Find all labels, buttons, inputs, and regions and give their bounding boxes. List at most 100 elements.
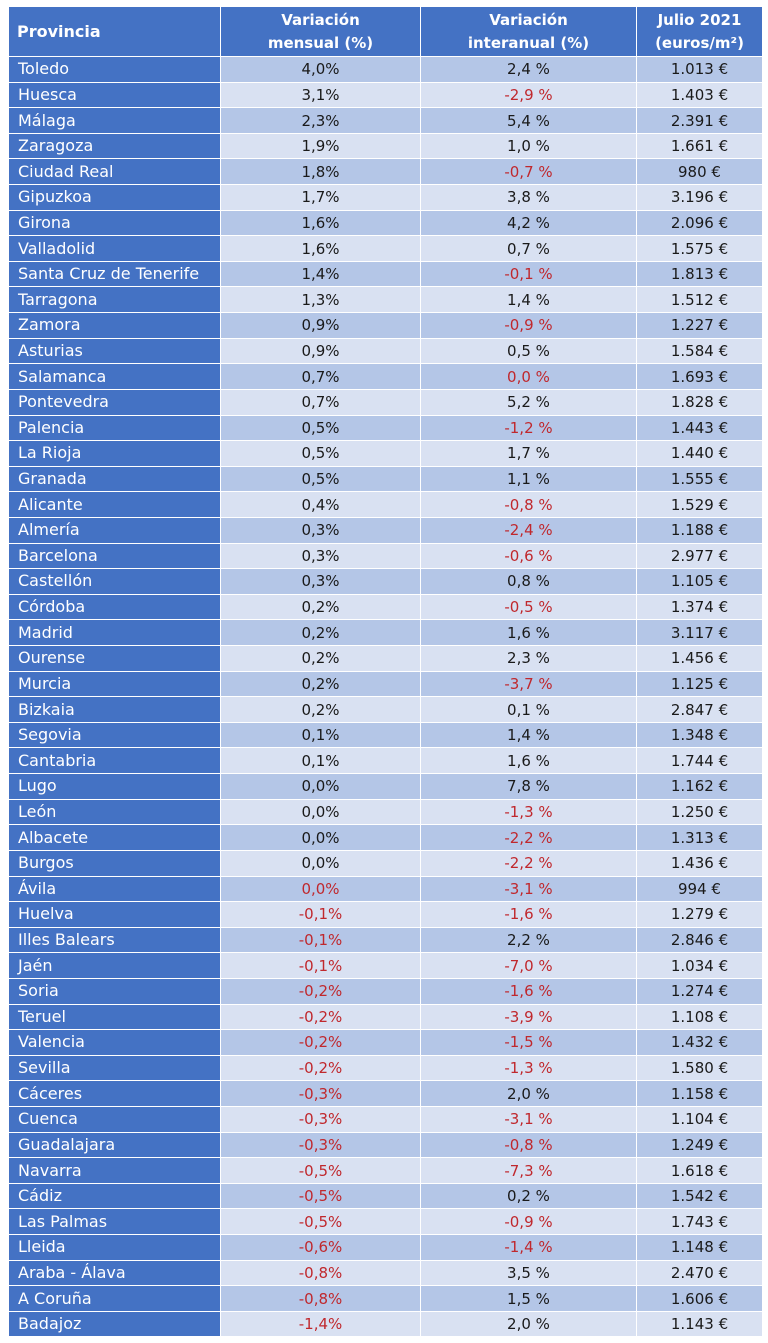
cell-precio: 1.013 € [636, 56, 763, 83]
cell-variacion-mensual: 3,1% [220, 81, 421, 109]
cell-variacion-interanual: 1,4 % [420, 286, 637, 314]
table-row: Jaén -0,1% -7,0 % 1.034 € [8, 952, 763, 979]
cell-provincia: Burgos [8, 849, 221, 877]
cell-provincia: Pontevedra [8, 388, 221, 416]
cell-variacion-interanual: -2,2 % [420, 849, 637, 877]
cell-provincia: Salamanca [8, 363, 221, 390]
cell-precio: 1.432 € [636, 1029, 763, 1056]
table-row: Málaga 2,3% 5,4 % 2.391 € [8, 107, 763, 134]
cell-precio: 1.162 € [636, 773, 763, 800]
cell-variacion-interanual: 0,0 % [420, 363, 637, 390]
cell-precio: 1.249 € [636, 1131, 763, 1159]
cell-precio: 1.143 € [636, 1310, 763, 1338]
cell-variacion-interanual: 0,1 % [420, 696, 637, 723]
cell-variacion-interanual: -3,7 % [420, 670, 637, 698]
cell-variacion-mensual: 0,5% [220, 465, 421, 493]
table-row: Girona 1,6% 4,2 % 2.096 € [8, 209, 763, 237]
cell-precio: 1.250 € [636, 798, 763, 826]
cell-variacion-interanual: -2,4 % [420, 516, 637, 544]
cell-provincia: Jaén [8, 952, 221, 979]
cell-precio: 1.580 € [636, 1054, 763, 1082]
table-row: Tarragona 1,3% 1,4 % 1.512 € [8, 286, 763, 314]
cell-precio: 2.846 € [636, 926, 763, 954]
table-row: Huesca 3,1% -2,9 % 1.403 € [8, 81, 763, 109]
table-row: Cádiz -0,5% 0,2 % 1.542 € [8, 1182, 763, 1210]
cell-variacion-mensual: -0,2% [220, 1029, 421, 1056]
cell-precio: 2.977 € [636, 542, 763, 570]
cell-variacion-mensual: 0,7% [220, 363, 421, 390]
cell-variacion-mensual: -0,5% [220, 1208, 421, 1236]
cell-precio: 1.403 € [636, 81, 763, 109]
cell-provincia: Albacete [8, 824, 221, 851]
cell-provincia: Soria [8, 977, 221, 1005]
cell-variacion-mensual: -1,4% [220, 1310, 421, 1338]
cell-variacion-mensual: -0,2% [220, 977, 421, 1005]
header-row: Provincia Variación mensual (%) Variació… [8, 6, 763, 57]
cell-variacion-mensual: 0,0% [220, 875, 421, 903]
cell-provincia: Badajoz [8, 1310, 221, 1338]
cell-precio: 994 € [636, 875, 763, 903]
cell-precio: 3.196 € [636, 184, 763, 211]
cell-variacion-mensual: 0,2% [220, 619, 421, 647]
table-row: Las Palmas -0,5% -0,9 % 1.743 € [8, 1208, 763, 1236]
cell-variacion-interanual: -0,7 % [420, 158, 637, 186]
cell-variacion-mensual: 0,2% [220, 593, 421, 621]
cell-variacion-interanual: 2,4 % [420, 56, 637, 83]
cell-variacion-interanual: -1,3 % [420, 1054, 637, 1082]
cell-provincia: Ciudad Real [8, 158, 221, 186]
cell-provincia: Bizkaia [8, 696, 221, 723]
cell-precio: 1.374 € [636, 593, 763, 621]
table-row: Toledo 4,0% 2,4 % 1.013 € [8, 56, 763, 83]
cell-variacion-mensual: -0,6% [220, 1234, 421, 1261]
cell-variacion-interanual: 2,0 % [420, 1080, 637, 1107]
cell-variacion-mensual: 0,5% [220, 440, 421, 467]
cell-variacion-interanual: 7,8 % [420, 773, 637, 800]
header-variacion-mensual: Variación mensual (%) [220, 6, 421, 57]
cell-variacion-mensual: 1,6% [220, 235, 421, 262]
cell-variacion-interanual: 1,6 % [420, 619, 637, 647]
cell-variacion-interanual: -1,6 % [420, 901, 637, 928]
cell-variacion-interanual: -2,9 % [420, 81, 637, 109]
cell-variacion-mensual: -0,8% [220, 1285, 421, 1312]
cell-variacion-mensual: 0,1% [220, 747, 421, 775]
cell-variacion-mensual: 0,0% [220, 773, 421, 800]
cell-variacion-mensual: 0,0% [220, 849, 421, 877]
cell-precio: 1.828 € [636, 388, 763, 416]
table-row: Navarra -0,5% -7,3 % 1.618 € [8, 1157, 763, 1184]
header-mensual-line2: mensual (%) [267, 33, 374, 52]
cell-provincia: Córdoba [8, 593, 221, 621]
cell-variacion-mensual: 0,9% [220, 312, 421, 339]
cell-variacion-mensual: 0,0% [220, 824, 421, 851]
cell-provincia: Teruel [8, 1003, 221, 1031]
cell-variacion-mensual: -0,1% [220, 952, 421, 979]
cell-variacion-interanual: 0,7 % [420, 235, 637, 262]
cell-provincia: Toledo [8, 56, 221, 83]
table-row: Zaragoza 1,9% 1,0 % 1.661 € [8, 132, 763, 160]
cell-precio: 1.313 € [636, 824, 763, 851]
cell-precio: 1.148 € [636, 1234, 763, 1261]
cell-precio: 980 € [636, 158, 763, 186]
cell-provincia: Ourense [8, 645, 221, 672]
cell-variacion-mensual: 0,0% [220, 798, 421, 826]
cell-provincia: León [8, 798, 221, 826]
cell-precio: 1.512 € [636, 286, 763, 314]
cell-variacion-interanual: 1,4 % [420, 721, 637, 749]
table-row: Cáceres -0,3% 2,0 % 1.158 € [8, 1080, 763, 1107]
table-row: Sevilla -0,2% -1,3 % 1.580 € [8, 1054, 763, 1082]
header-precio-line2: (euros/m²) [655, 33, 744, 52]
header-interanual-line1: Variación [489, 10, 568, 29]
cell-precio: 1.440 € [636, 440, 763, 467]
table-row: Almería 0,3% -2,4 % 1.188 € [8, 516, 763, 544]
cell-variacion-mensual: 1,8% [220, 158, 421, 186]
cell-variacion-interanual: 1,6 % [420, 747, 637, 775]
table-row: Granada 0,5% 1,1 % 1.555 € [8, 465, 763, 493]
cell-precio: 2.096 € [636, 209, 763, 237]
cell-variacion-interanual: -0,6 % [420, 542, 637, 570]
cell-variacion-mensual: -0,5% [220, 1157, 421, 1184]
cell-precio: 1.584 € [636, 337, 763, 365]
cell-variacion-mensual: 0,2% [220, 696, 421, 723]
cell-variacion-interanual: 5,2 % [420, 388, 637, 416]
cell-precio: 1.661 € [636, 132, 763, 160]
table-body: Toledo 4,0% 2,4 % 1.013 € Huesca 3,1% -2,9 % 1.… [8, 56, 763, 1338]
cell-provincia: Huesca [8, 81, 221, 109]
